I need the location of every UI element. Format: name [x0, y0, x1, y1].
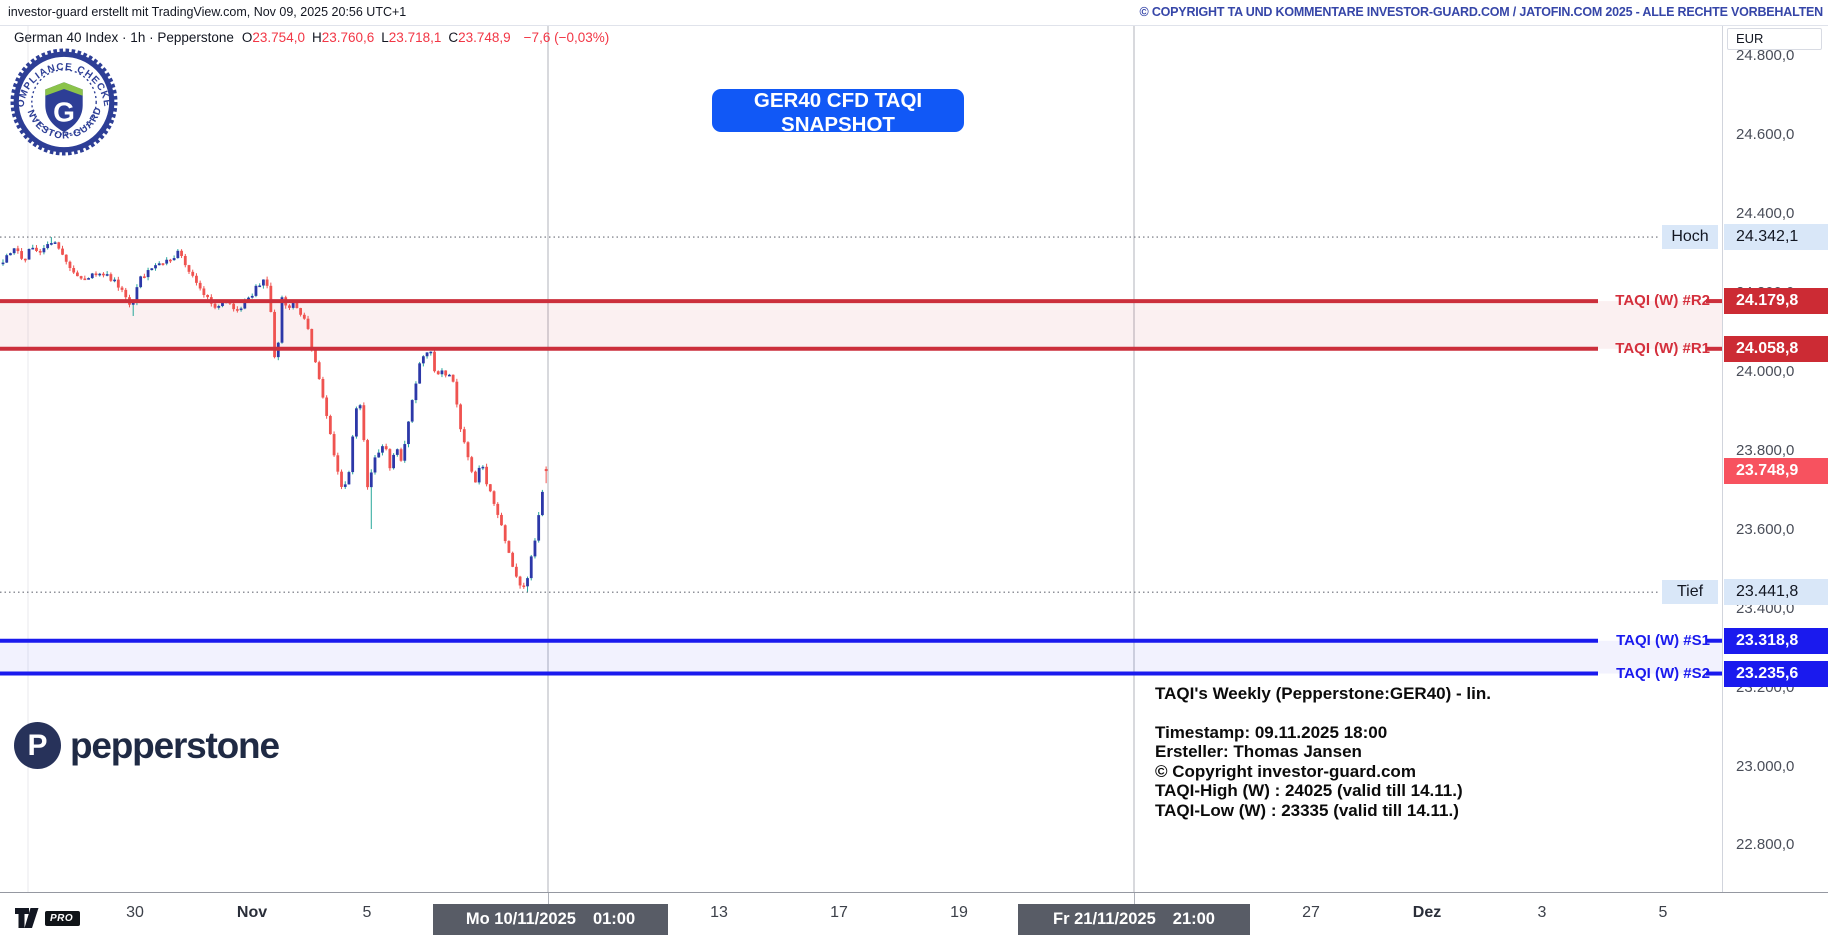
tradingview-logo[interactable]: PRO	[14, 907, 81, 929]
level-label-r1[interactable]: TAQI (W) #R1	[1615, 339, 1710, 357]
price-label-hoch: 24.342,1	[1724, 224, 1828, 251]
price-label-r1: 24.058,8	[1724, 335, 1828, 362]
time-tick: 5	[362, 904, 372, 921]
time-tick: 5	[1658, 904, 1668, 921]
grid-stub	[548, 893, 549, 904]
pepperstone-icon: P	[14, 722, 61, 769]
top-attribution-bar: investor-guard erstellt mit TradingView.…	[0, 0, 1828, 26]
candlestick-chart	[0, 26, 1722, 897]
time-tick: 27	[1302, 904, 1320, 921]
annotation-line: Ersteller: Thomas Jansen	[1155, 742, 1362, 761]
annotation-line: © Copyright investor-guard.com	[1155, 761, 1416, 781]
shield-icon	[45, 82, 83, 133]
time-axis[interactable]: PRO 30 Nov 5 13 17 19 27 Dez 3 5 Mo 10/11/2025 01:0…	[0, 892, 1828, 937]
copyright-text: © COPYRIGHT TA UND KOMMENTARE INVESTOR-G…	[1139, 5, 1824, 19]
date-marker: Mo 10/11/2025 01:00	[433, 904, 668, 935]
price-tick: 23.800,0	[1736, 441, 1795, 459]
chart-pane[interactable]: German 40 Index · 1h · Pepperstone O23.75…	[0, 26, 1722, 892]
price-tick: 23.000,0	[1736, 757, 1795, 775]
level-label-r2[interactable]: TAQI (W) #R2	[1615, 292, 1710, 310]
currency-label: EUR	[1727, 28, 1822, 50]
pepperstone-logo[interactable]: P pepperstone	[14, 722, 280, 769]
snapshot-button[interactable]: GER40 CFD TAQI SNAPSHOT	[712, 89, 964, 136]
price-label-last: 23.748,9	[1724, 458, 1828, 485]
time-tick: 3	[1537, 904, 1547, 921]
tradingview-icon	[15, 908, 39, 928]
pepperstone-wordmark: pepperstone	[70, 724, 280, 766]
price-label-s2: 23.235,6	[1724, 660, 1828, 687]
time-tick: 19	[950, 904, 968, 921]
pro-badge: PRO	[45, 910, 81, 926]
compliance-badge-seal: COMPLIANCE CHECKED INVESTOR-GUARD G	[6, 40, 118, 156]
price-tick: 22.800,0	[1736, 836, 1795, 854]
extreme-chip-hoch: Hoch	[1662, 225, 1718, 250]
annotation-title: TAQI's Weekly (Pepperstone:GER40) - lin.	[1155, 684, 1491, 703]
svg-text:G: G	[53, 97, 75, 128]
compliance-badge: COMPLIANCE CHECKED INVESTOR-GUARD G	[6, 40, 118, 156]
level-label-s2[interactable]: TAQI (W) #S2	[1616, 664, 1710, 682]
ohlc-item: C23.748,9	[448, 30, 511, 45]
ohlc-item: O23.754,0	[241, 30, 305, 45]
chart-legend[interactable]: German 40 Index · 1h · Pepperstone O23.75…	[14, 30, 609, 45]
time-tick: 17	[830, 904, 848, 921]
time-tick: 13	[710, 904, 728, 921]
price-label-s1: 23.318,8	[1724, 627, 1828, 654]
ohlc-item: L23.718,1	[381, 30, 442, 45]
change-value: −7,6 (−0,03%)	[523, 30, 610, 45]
attribution-text: investor-guard erstellt mit TradingView.…	[8, 5, 407, 19]
date-marker: Fr 21/11/2025 21:00	[1018, 904, 1250, 935]
price-label-r2: 24.179,8	[1724, 288, 1828, 315]
grid-stub	[1134, 893, 1135, 904]
annotation-block: TAQI's Weekly (Pepperstone:GER40) - lin.…	[1155, 684, 1491, 820]
price-tick: 23.600,0	[1736, 520, 1795, 538]
extreme-chip-tief: Tief	[1662, 580, 1718, 605]
annotation-line: TAQI-Low (W) : 23335 (valid till 14.11.)	[1155, 800, 1459, 820]
time-tick: 30	[126, 904, 144, 921]
ohlc-item: H23.760,6	[311, 30, 375, 45]
price-tick: 24.800,0	[1736, 47, 1795, 65]
time-tick: Dez	[1412, 904, 1442, 921]
ohlc-values: O23.754,0 H23.760,6 L23.718,1 C23.748,9	[242, 30, 518, 45]
price-tick: 24.000,0	[1736, 363, 1795, 380]
price-tick: 24.400,0	[1736, 205, 1795, 223]
time-tick: Nov	[236, 904, 268, 921]
level-label-s1[interactable]: TAQI (W) #S1	[1616, 631, 1710, 649]
annotation-line: TAQI-High (W) : 24025 (valid till 14.11.…	[1155, 781, 1463, 800]
symbol-title: German 40 Index · 1h · Pepperstone	[14, 30, 234, 45]
price-label-tief: 23.441,8	[1724, 579, 1828, 606]
annotation-line: Timestamp: 09.11.2025 18:00	[1155, 722, 1388, 742]
price-axis[interactable]: EUR 24.800,024.600,024.400,024.200,024.0…	[1722, 26, 1828, 892]
price-tick: 24.600,0	[1736, 126, 1795, 144]
